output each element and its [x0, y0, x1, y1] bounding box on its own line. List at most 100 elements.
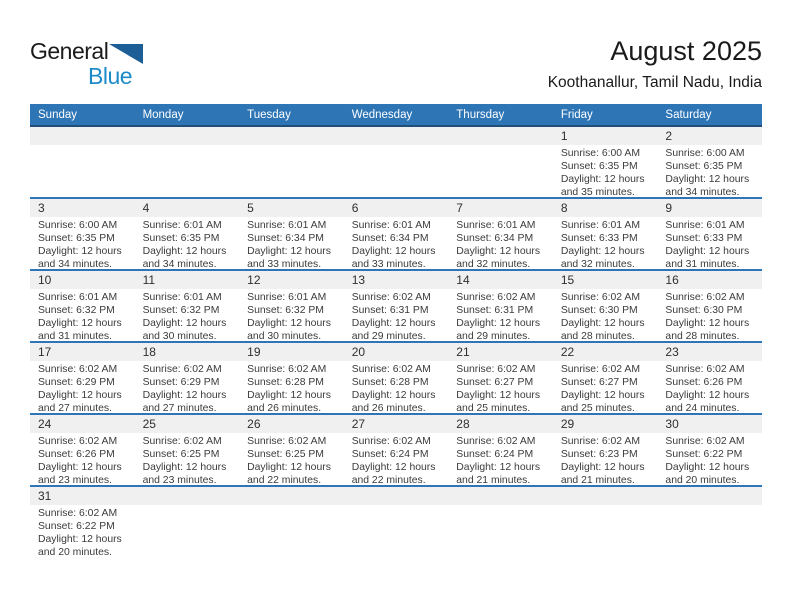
sunset-line: Sunset: 6:22 PM: [38, 520, 115, 532]
day-details: Sunrise: 6:02 AM Sunset: 6:24 PM Daylight:…: [448, 433, 553, 485]
logo-text-general: General: [30, 38, 109, 64]
daylight-line-1: Daylight: 12 hours: [142, 317, 227, 329]
sunset-line: Sunset: 6:32 PM: [142, 304, 220, 316]
day-number: 29: [552, 415, 658, 433]
day-cell-empty: [30, 127, 135, 197]
day-number: 15: [552, 271, 658, 289]
daylight-line-1: Daylight: 12 hours: [247, 245, 331, 257]
sunset-line: Sunset: 6:34 PM: [351, 232, 429, 244]
daylight-line-2: and 20 minutes.: [665, 474, 740, 485]
day-details: Sunrise: 6:02 AM Sunset: 6:26 PM Daylight:…: [657, 361, 762, 413]
day-details: Sunrise: 6:01 AM Sunset: 6:32 PM Daylight:…: [239, 289, 344, 341]
sunrise-line: Sunrise: 6:02 AM: [142, 436, 222, 447]
sunrise-line: Sunrise: 6:01 AM: [38, 292, 118, 303]
day-details: Sunrise: 6:02 AM Sunset: 6:25 PM Daylight:…: [135, 433, 240, 485]
daylight-line-2: and 22 minutes.: [351, 474, 426, 485]
day-details: Sunrise: 6:02 AM Sunset: 6:29 PM Daylight:…: [135, 361, 240, 413]
dow-header-saturday: Saturday: [665, 108, 712, 121]
daylight-line-2: and 29 minutes.: [456, 330, 531, 341]
daylight-line-1: Daylight: 12 hours: [351, 461, 436, 473]
daylight-line-2: and 21 minutes.: [560, 474, 635, 485]
day-number-empty: [657, 487, 762, 505]
day-cell-empty: [134, 487, 240, 575]
day-cell-22: 22 Sunrise: 6:02 AM Sunset: 6:27 PM Dayligh…: [552, 343, 658, 413]
day-number: 11: [134, 271, 240, 289]
day-number: 6: [343, 199, 449, 217]
dow-header-monday: Monday: [142, 108, 184, 121]
sunset-line: Sunset: 6:26 PM: [665, 376, 743, 388]
sunset-line: Sunset: 6:32 PM: [38, 304, 115, 316]
day-details: Sunrise: 6:01 AM Sunset: 6:32 PM Daylight:…: [30, 289, 135, 341]
day-number: 13: [343, 271, 449, 289]
daylight-line-1: Daylight: 12 hours: [351, 317, 436, 329]
day-cell-1: 1 Sunrise: 6:00 AM Sunset: 6:35 PM Daylight…: [552, 127, 658, 197]
daylight-line-1: Daylight: 12 hours: [38, 389, 122, 401]
day-number-empty: [343, 127, 449, 145]
daylight-line-1: Daylight: 12 hours: [456, 389, 541, 401]
sunset-line: Sunset: 6:28 PM: [247, 376, 324, 388]
daylight-line-2: and 26 minutes.: [247, 402, 322, 413]
daylight-line-2: and 34 minutes.: [665, 186, 740, 197]
day-details: Sunrise: 6:00 AM Sunset: 6:35 PM Daylight:…: [30, 217, 135, 269]
sunrise-line: Sunrise: 6:02 AM: [38, 364, 118, 375]
daylight-line-1: Daylight: 12 hours: [665, 245, 750, 257]
logo-triangle-icon: [109, 43, 144, 70]
day-number: 9: [657, 199, 762, 217]
day-details: Sunrise: 6:02 AM Sunset: 6:30 PM Daylight:…: [553, 289, 658, 341]
daylight-line-1: Daylight: 12 hours: [560, 245, 645, 257]
day-number-empty: [552, 487, 658, 505]
day-details: Sunrise: 6:01 AM Sunset: 6:34 PM Daylight:…: [239, 217, 344, 269]
day-details: Sunrise: 6:02 AM Sunset: 6:22 PM Daylight:…: [30, 505, 135, 560]
day-number: 17: [30, 343, 135, 361]
day-number: 26: [239, 415, 344, 433]
day-cell-10: 10 Sunrise: 6:01 AM Sunset: 6:32 PM Dayligh…: [30, 271, 135, 341]
day-number: 2: [657, 127, 762, 145]
day-number: 25: [134, 415, 240, 433]
day-cell-empty: [448, 127, 553, 197]
sunset-line: Sunset: 6:34 PM: [456, 232, 534, 244]
day-details: Sunrise: 6:02 AM Sunset: 6:27 PM Daylight:…: [448, 361, 553, 413]
sunset-line: Sunset: 6:32 PM: [247, 304, 324, 316]
sunset-line: Sunset: 6:30 PM: [560, 304, 638, 316]
sunrise-line: Sunrise: 6:02 AM: [38, 436, 118, 447]
sunset-line: Sunset: 6:29 PM: [142, 376, 220, 388]
daylight-line-2: and 35 minutes.: [560, 186, 635, 197]
sunset-line: Sunset: 6:24 PM: [456, 448, 534, 460]
day-number: 23: [657, 343, 762, 361]
day-details: Sunrise: 6:02 AM Sunset: 6:29 PM Daylight:…: [30, 361, 135, 413]
sunset-line: Sunset: 6:30 PM: [665, 304, 743, 316]
day-cell-empty: [552, 487, 658, 575]
day-cell-27: 27 Sunrise: 6:02 AM Sunset: 6:24 PM Dayligh…: [343, 415, 449, 485]
day-cell-2: 2 Sunrise: 6:00 AM Sunset: 6:35 PM Daylight…: [657, 127, 762, 197]
day-number: 30: [657, 415, 762, 433]
day-cell-empty: [448, 487, 553, 575]
sunset-line: Sunset: 6:25 PM: [142, 448, 220, 460]
daylight-line-2: and 29 minutes.: [351, 330, 426, 341]
month-calendar: Sunday Monday Tuesday Wednesday Thursday Frid…: [30, 104, 762, 575]
dow-header-thursday: Thursday: [456, 108, 505, 121]
sunset-line: Sunset: 6:26 PM: [38, 448, 115, 460]
sunrise-line: Sunrise: 6:02 AM: [351, 364, 431, 375]
sunrise-line: Sunrise: 6:01 AM: [456, 220, 536, 231]
day-number: 16: [657, 271, 762, 289]
sunrise-line: Sunrise: 6:01 AM: [665, 220, 745, 231]
daylight-line-2: and 34 minutes.: [142, 258, 217, 269]
day-number: 24: [30, 415, 135, 433]
sunset-line: Sunset: 6:28 PM: [351, 376, 429, 388]
day-number-empty: [239, 487, 344, 505]
day-cell-17: 17 Sunrise: 6:02 AM Sunset: 6:29 PM Dayligh…: [30, 343, 135, 413]
day-number: 27: [343, 415, 449, 433]
day-details: Sunrise: 6:01 AM Sunset: 6:33 PM Daylight:…: [553, 217, 658, 269]
day-number-empty: [448, 127, 553, 145]
day-number-empty: [134, 127, 240, 145]
sunset-line: Sunset: 6:29 PM: [38, 376, 115, 388]
day-cell-26: 26 Sunrise: 6:02 AM Sunset: 6:25 PM Dayligh…: [239, 415, 344, 485]
daylight-line-2: and 30 minutes.: [142, 330, 217, 341]
day-cell-empty: [343, 487, 449, 575]
sunset-line: Sunset: 6:25 PM: [247, 448, 324, 460]
sunrise-line: Sunrise: 6:02 AM: [351, 436, 431, 447]
day-cell-25: 25 Sunrise: 6:02 AM Sunset: 6:25 PM Dayligh…: [134, 415, 240, 485]
day-cell-19: 19 Sunrise: 6:02 AM Sunset: 6:28 PM Dayligh…: [239, 343, 344, 413]
sunrise-line: Sunrise: 6:02 AM: [665, 436, 745, 447]
week-row-1: 1 Sunrise: 6:00 AM Sunset: 6:35 PM Daylight…: [30, 127, 762, 199]
